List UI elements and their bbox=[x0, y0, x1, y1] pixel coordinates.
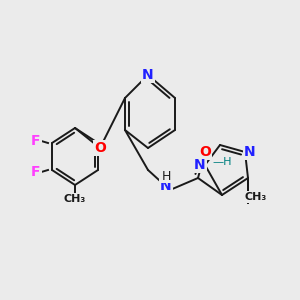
Text: CH₃: CH₃ bbox=[245, 192, 267, 202]
Text: H: H bbox=[161, 169, 171, 182]
Text: CH₃: CH₃ bbox=[64, 194, 86, 204]
Text: O: O bbox=[94, 141, 106, 155]
Text: —H: —H bbox=[212, 157, 232, 167]
Text: O: O bbox=[199, 145, 211, 159]
Text: F: F bbox=[31, 134, 41, 148]
Text: N: N bbox=[160, 179, 172, 193]
Text: N: N bbox=[142, 68, 154, 82]
Text: N: N bbox=[244, 145, 256, 159]
Text: F: F bbox=[31, 165, 41, 179]
Text: N: N bbox=[194, 158, 206, 172]
